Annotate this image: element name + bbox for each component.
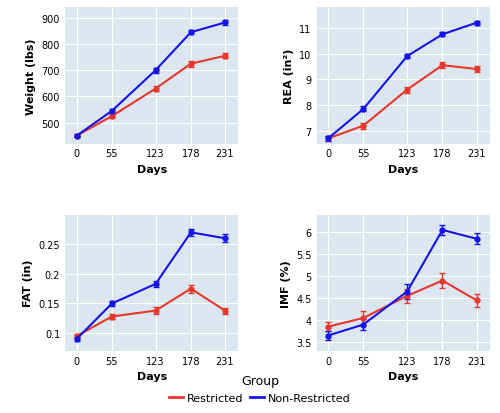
Y-axis label: FAT (in): FAT (in) xyxy=(23,259,33,307)
Legend: Restricted, Non-Restricted: Restricted, Non-Restricted xyxy=(165,370,355,408)
Y-axis label: REA (in²): REA (in²) xyxy=(284,49,294,104)
X-axis label: Days: Days xyxy=(388,165,418,175)
Y-axis label: Weight (lbs): Weight (lbs) xyxy=(26,38,36,114)
Y-axis label: IMF (%): IMF (%) xyxy=(280,259,290,307)
X-axis label: Days: Days xyxy=(136,165,167,175)
X-axis label: Days: Days xyxy=(388,371,418,381)
X-axis label: Days: Days xyxy=(136,371,167,381)
